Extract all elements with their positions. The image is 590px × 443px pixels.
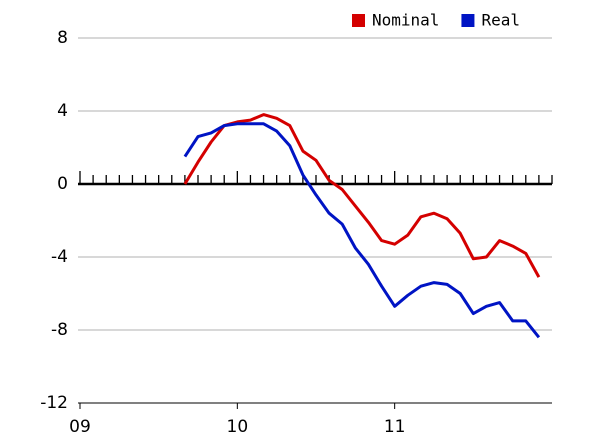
series-line xyxy=(183,113,541,278)
x-tick-label: 10 xyxy=(227,417,249,437)
y-tick-label: 4 xyxy=(57,101,68,121)
legend-swatch xyxy=(461,14,475,27)
legend-label: Nominal xyxy=(372,11,439,30)
x-tick-label: 09 xyxy=(69,417,91,437)
y-tick-label: 0 xyxy=(57,174,68,194)
legend-swatch xyxy=(352,14,365,27)
series-line xyxy=(183,122,541,339)
legend-label: Real xyxy=(481,11,520,30)
y-tick-label: -12 xyxy=(40,393,68,413)
y-tick-label: -4 xyxy=(51,247,68,267)
y-tick-label: -8 xyxy=(51,320,68,340)
x-tick-label: 11 xyxy=(384,417,406,437)
y-tick-label: 8 xyxy=(57,28,68,48)
legend: Nominal Real xyxy=(352,11,520,30)
